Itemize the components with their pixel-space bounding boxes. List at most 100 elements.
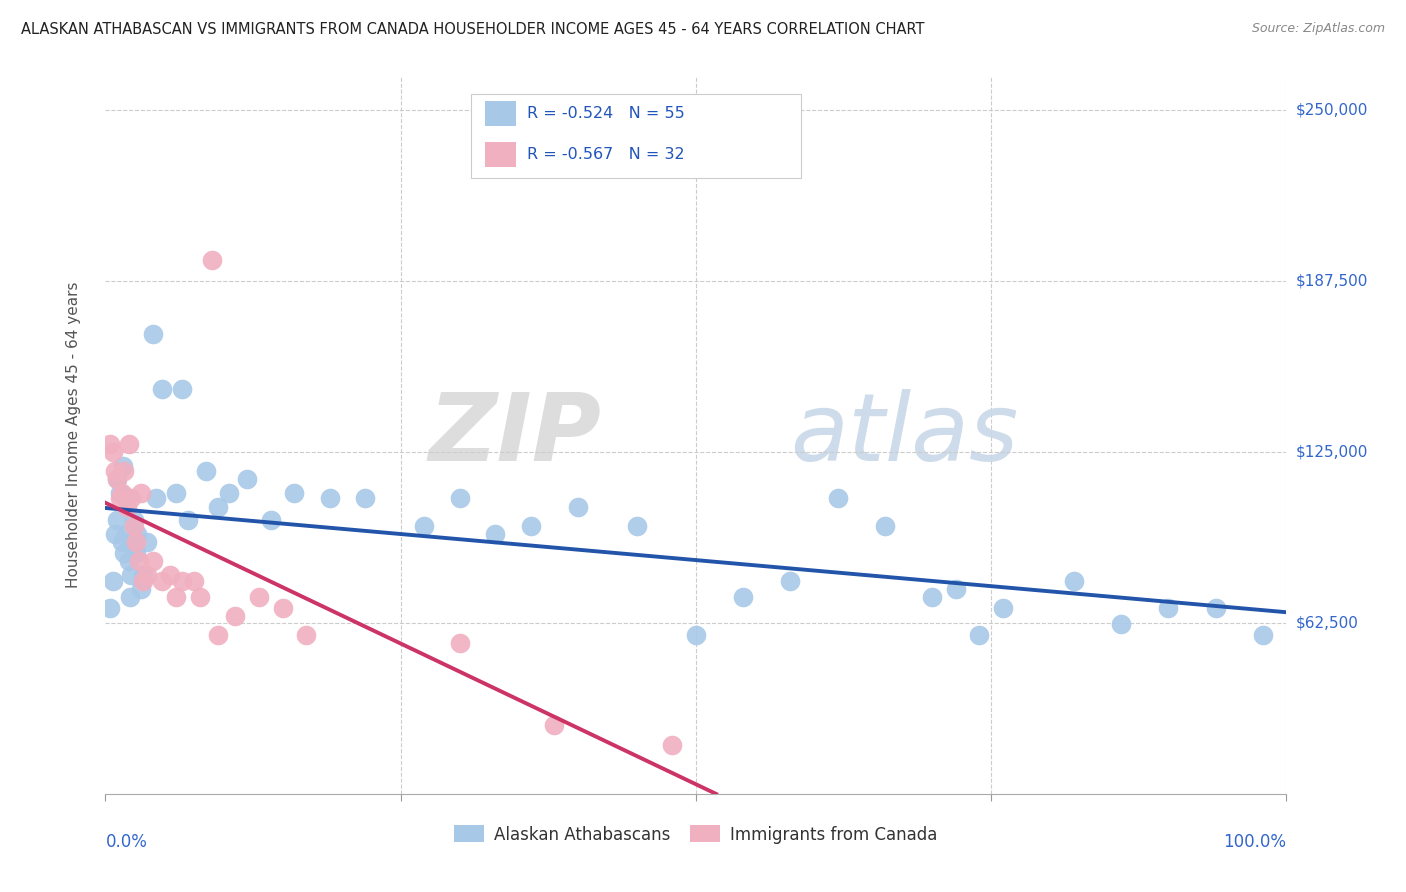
- Point: [104, 527, 127, 541]
- Point: [165, 486, 187, 500]
- Point: [991, 600, 1014, 615]
- Point: [177, 513, 200, 527]
- Point: [112, 546, 135, 560]
- Point: [449, 491, 471, 506]
- Point: [779, 574, 801, 588]
- Point: [112, 464, 135, 478]
- Point: [873, 518, 896, 533]
- Point: [183, 574, 205, 588]
- Point: [921, 590, 943, 604]
- Point: [201, 253, 224, 268]
- Text: 100.0%: 100.0%: [1223, 833, 1286, 851]
- Point: [142, 327, 165, 342]
- Point: [247, 590, 270, 604]
- Point: [733, 590, 755, 604]
- Point: [165, 590, 187, 604]
- Point: [413, 518, 436, 533]
- Point: [118, 436, 141, 450]
- Point: [969, 628, 991, 642]
- Point: [101, 574, 124, 588]
- Text: $187,500: $187,500: [1296, 274, 1368, 288]
- Point: [260, 513, 283, 527]
- Point: [105, 513, 128, 527]
- Point: [207, 500, 229, 514]
- Point: [128, 554, 150, 568]
- Text: atlas: atlas: [790, 389, 1019, 481]
- Point: [111, 486, 134, 500]
- Point: [543, 718, 565, 732]
- Point: [449, 636, 471, 650]
- Y-axis label: Householder Income Ages 45 - 64 years: Householder Income Ages 45 - 64 years: [66, 282, 82, 588]
- Text: R = -0.524   N = 55: R = -0.524 N = 55: [527, 106, 685, 120]
- Point: [519, 518, 541, 533]
- Point: [172, 382, 194, 396]
- Point: [827, 491, 849, 506]
- Text: $250,000: $250,000: [1296, 103, 1368, 118]
- Point: [108, 491, 131, 506]
- Point: [135, 568, 157, 582]
- Point: [115, 491, 138, 506]
- Point: [945, 582, 967, 596]
- Text: Source: ZipAtlas.com: Source: ZipAtlas.com: [1251, 22, 1385, 36]
- Point: [150, 574, 173, 588]
- Point: [127, 527, 149, 541]
- Point: [111, 535, 134, 549]
- Point: [98, 600, 121, 615]
- Point: [283, 486, 305, 500]
- Point: [129, 582, 152, 596]
- Point: [98, 436, 121, 450]
- Text: ALASKAN ATHABASCAN VS IMMIGRANTS FROM CANADA HOUSEHOLDER INCOME AGES 45 - 64 YEA: ALASKAN ATHABASCAN VS IMMIGRANTS FROM CA…: [21, 22, 925, 37]
- Point: [124, 541, 146, 555]
- Point: [129, 486, 152, 500]
- Point: [108, 486, 131, 500]
- Point: [661, 738, 683, 752]
- Point: [101, 445, 124, 459]
- Point: [150, 382, 173, 396]
- Point: [118, 554, 141, 568]
- Legend: Alaskan Athabascans, Immigrants from Canada: Alaskan Athabascans, Immigrants from Can…: [447, 819, 945, 850]
- Point: [114, 527, 136, 541]
- Point: [1205, 600, 1227, 615]
- Point: [354, 491, 377, 506]
- Point: [142, 554, 165, 568]
- Text: ZIP: ZIP: [429, 389, 602, 481]
- Point: [319, 491, 342, 506]
- Point: [122, 518, 145, 533]
- Point: [132, 568, 155, 582]
- Point: [105, 472, 128, 486]
- Point: [224, 609, 246, 624]
- Point: [120, 590, 142, 604]
- Point: [120, 568, 142, 582]
- Point: [295, 628, 318, 642]
- Point: [135, 535, 157, 549]
- Point: [271, 600, 294, 615]
- Point: [120, 491, 142, 506]
- Point: [145, 491, 167, 506]
- Point: [188, 590, 211, 604]
- Point: [626, 518, 648, 533]
- Point: [105, 472, 128, 486]
- Point: [115, 500, 138, 514]
- Point: [218, 486, 240, 500]
- Point: [112, 458, 135, 473]
- Point: [484, 527, 506, 541]
- Point: [104, 464, 127, 478]
- Text: $62,500: $62,500: [1296, 615, 1358, 631]
- Point: [236, 472, 259, 486]
- Text: 0.0%: 0.0%: [105, 833, 148, 851]
- Point: [125, 546, 148, 560]
- Point: [159, 568, 181, 582]
- Point: [1109, 617, 1132, 632]
- Text: $125,000: $125,000: [1296, 444, 1368, 459]
- Point: [1063, 574, 1085, 588]
- Text: R = -0.567   N = 32: R = -0.567 N = 32: [527, 147, 685, 161]
- Point: [172, 574, 194, 588]
- Point: [1157, 600, 1180, 615]
- Point: [1251, 628, 1274, 642]
- Point: [122, 513, 145, 527]
- Point: [132, 574, 155, 588]
- Point: [207, 628, 229, 642]
- Point: [567, 500, 589, 514]
- Point: [194, 464, 217, 478]
- Point: [685, 628, 707, 642]
